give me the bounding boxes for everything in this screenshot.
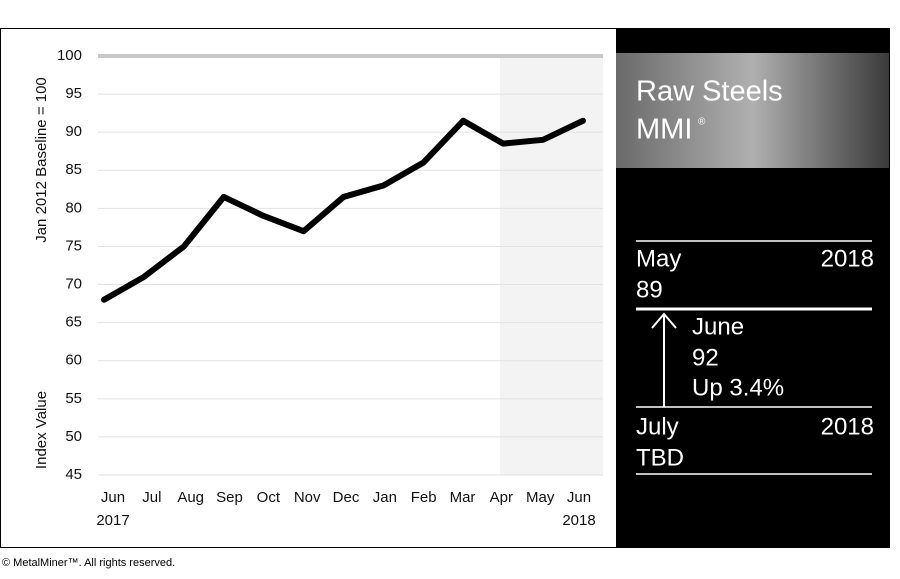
x-tick-label: Nov — [294, 489, 321, 506]
registered-mark: ® — [698, 117, 706, 128]
y-tick-label: 45 — [65, 466, 82, 483]
x-tick-label: Jul — [142, 489, 161, 506]
x-year-label: 2017 — [96, 512, 129, 529]
prev-month: May — [636, 245, 681, 272]
x-tick-label: Mar — [450, 489, 476, 506]
next-year: 2018 — [821, 413, 874, 440]
y-axis-label: Index Value — [33, 391, 50, 469]
prev-year: 2018 — [821, 245, 874, 272]
footer: © MetalMiner™. All rights reserved. — [2, 557, 175, 569]
panel-title: Raw Steels — [636, 76, 783, 108]
y-tick-label: 85 — [65, 161, 82, 178]
next-month: July — [636, 413, 679, 440]
arrow-head — [651, 312, 677, 329]
y-tick-label: 90 — [65, 123, 82, 140]
y-tick-label: 50 — [65, 428, 82, 445]
x-year-label: 2018 — [562, 512, 595, 529]
x-tick-label: Dec — [333, 489, 360, 506]
y-tick-label: 95 — [65, 85, 82, 102]
y-tick-label: 100 — [57, 47, 82, 64]
current-change: Up 3.4% — [692, 374, 784, 401]
prev-value: 89 — [636, 276, 663, 303]
x-tick-label: Jun — [567, 489, 591, 506]
y-tick-label: 75 — [65, 237, 82, 254]
shaded-period — [500, 56, 603, 475]
x-tick-label: May — [526, 489, 555, 506]
y-tick-label: 70 — [65, 276, 82, 293]
next-value: TBD — [636, 444, 684, 471]
y-tick-label: 60 — [65, 352, 82, 369]
current-month: June — [692, 313, 744, 340]
x-tick-label: Jan — [373, 489, 397, 506]
y-tick-label: 65 — [65, 314, 82, 331]
data-line — [101, 117, 586, 303]
x-tick-label: Oct — [257, 489, 281, 506]
y-tick-label: 55 — [65, 390, 82, 407]
panel-title2: MMI — [636, 114, 692, 146]
x-tick-label: Aug — [177, 489, 204, 506]
current-value: 92 — [692, 344, 719, 371]
x-tick-label: Feb — [411, 489, 437, 506]
y-tick-label: 80 — [65, 199, 82, 216]
y-axis-label: Jan 2012 Baseline = 100 — [33, 77, 50, 243]
x-tick-label: Apr — [490, 489, 513, 506]
x-tick-label: Sep — [216, 489, 243, 506]
x-tick-label: Jun — [101, 489, 125, 506]
panel-title-box — [616, 53, 889, 168]
